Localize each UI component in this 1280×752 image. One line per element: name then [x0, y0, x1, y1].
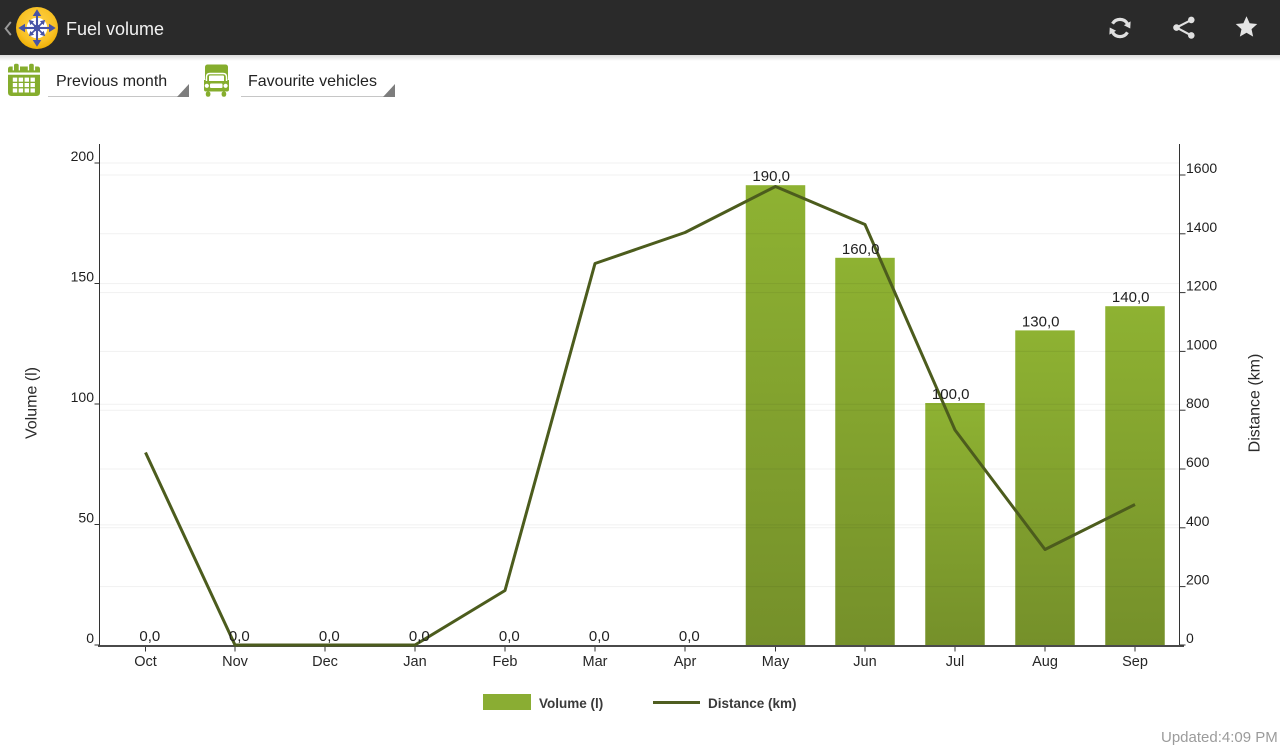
svg-text:Oct: Oct: [134, 654, 157, 670]
svg-text:0: 0: [86, 630, 94, 646]
svg-text:130,0: 130,0: [1022, 313, 1060, 330]
svg-text:0,0: 0,0: [229, 628, 250, 645]
svg-text:0,0: 0,0: [499, 628, 520, 645]
svg-text:100: 100: [71, 389, 95, 405]
svg-text:0,0: 0,0: [679, 628, 700, 645]
svg-text:800: 800: [1186, 395, 1210, 411]
svg-text:0: 0: [1186, 630, 1194, 646]
svg-text:600: 600: [1186, 454, 1210, 470]
svg-text:Mar: Mar: [583, 654, 608, 670]
svg-text:Distance (km): Distance (km): [1247, 354, 1264, 453]
svg-text:100,0: 100,0: [932, 386, 970, 403]
svg-text:Jul: Jul: [946, 654, 965, 670]
svg-text:200: 200: [71, 148, 95, 164]
svg-text:Nov: Nov: [222, 654, 249, 670]
svg-text:140,0: 140,0: [1112, 289, 1150, 306]
svg-text:Dec: Dec: [312, 654, 338, 670]
svg-text:Feb: Feb: [493, 654, 518, 670]
svg-text:Jun: Jun: [853, 654, 876, 670]
svg-text:0,0: 0,0: [139, 628, 160, 645]
svg-text:50: 50: [78, 510, 94, 526]
svg-text:1200: 1200: [1186, 278, 1217, 294]
svg-text:0,0: 0,0: [409, 628, 430, 645]
svg-text:1600: 1600: [1186, 160, 1217, 176]
svg-text:May: May: [762, 654, 790, 670]
svg-text:Apr: Apr: [674, 654, 697, 670]
svg-text:1400: 1400: [1186, 219, 1217, 235]
svg-text:Volume (l): Volume (l): [24, 367, 41, 439]
svg-text:0,0: 0,0: [589, 628, 610, 645]
svg-text:1000: 1000: [1186, 336, 1217, 352]
svg-text:200: 200: [1186, 572, 1210, 588]
svg-text:Jan: Jan: [403, 654, 426, 670]
svg-text:Sep: Sep: [1122, 654, 1148, 670]
svg-text:160,0: 160,0: [842, 241, 880, 258]
svg-text:Aug: Aug: [1032, 654, 1058, 670]
svg-text:190,0: 190,0: [752, 168, 790, 185]
svg-text:150: 150: [71, 269, 95, 285]
svg-text:0,0: 0,0: [319, 628, 340, 645]
svg-text:400: 400: [1186, 513, 1210, 529]
